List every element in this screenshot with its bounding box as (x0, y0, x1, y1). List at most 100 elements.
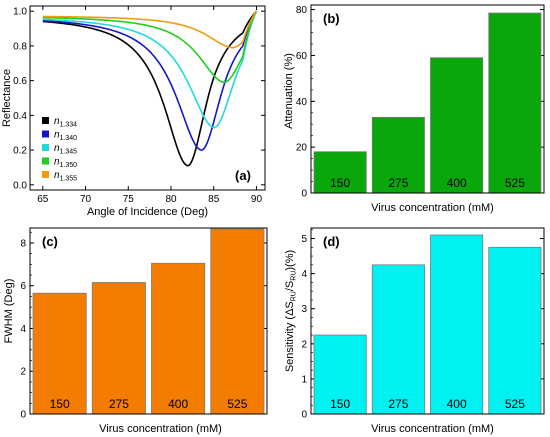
d-ytick-label: 1 (301, 374, 307, 385)
d-ytick-label: 4 (301, 269, 307, 280)
d-y-axis-label-sub: RU (291, 291, 298, 301)
reflectance-curve (42, 10, 258, 129)
b-bar-label: 525 (505, 176, 525, 190)
a-panel-tag: (a) (235, 168, 251, 183)
c-ytick-label: 0 (20, 410, 26, 421)
a-legend-subscript: 1.340 (60, 135, 78, 142)
a-x-axis-label: Angle of Incidence (Deg) (87, 206, 208, 218)
a-legend-symbol: n (54, 116, 60, 127)
a-legend-symbol: n (54, 130, 60, 141)
b-bar-label: 400 (447, 176, 467, 190)
d-bar-label: 150 (330, 397, 350, 411)
a-legend-entry: n1.350 (54, 157, 77, 170)
d-ytick-label: 0 (301, 410, 307, 421)
d-bar-label: 400 (447, 397, 467, 411)
a-xtick-label: 80 (165, 194, 177, 205)
a-legend-entry: n1.340 (54, 130, 77, 143)
b-bar (371, 116, 425, 194)
a-legend-entry: n1.345 (54, 143, 77, 156)
d-ytick-label: 3 (301, 304, 307, 315)
a-xtick-label: 75 (123, 194, 135, 205)
b-bar-label: 150 (330, 176, 350, 190)
c-bar (91, 282, 146, 415)
a-legend-subscript: 1.355 (60, 176, 78, 183)
b-bar (430, 57, 484, 194)
a-xtick-label: 90 (251, 194, 263, 205)
d-y-axis-label: Sensitivity (ΔSRU/SRU)(%) (284, 250, 298, 372)
reflectance-curve (42, 10, 258, 84)
d-y-axis-label-sub2: RU (291, 271, 298, 281)
c-bar-label: 525 (227, 397, 247, 411)
d-y-axis-label-main: Sensitivity (ΔS (284, 301, 296, 372)
d-x-axis-label: Virus concentration (mM) (371, 423, 494, 435)
a-ytick-label: 0.4 (13, 111, 27, 122)
a-legend-symbol: n (54, 143, 60, 154)
a-legend-subscript: 1.345 (60, 149, 78, 156)
c-ytick-label: 6 (20, 281, 26, 292)
a-plot-frame (29, 5, 266, 191)
c-ytick-label: 2 (20, 367, 26, 378)
a-legend-entry: n1.355 (54, 170, 77, 183)
b-ytick-label: 0 (301, 189, 307, 200)
attenuation-chart: 0 20 40 60 80 150 275 400 525 Virus concentration… (283, 4, 545, 214)
d-ytick-label: 2 (301, 339, 307, 350)
b-plot-frame (310, 4, 545, 194)
c-plot-frame (29, 227, 268, 415)
d-y-axis-label-slash: /S (284, 281, 296, 291)
a-ytick-label: 0.2 (13, 146, 27, 157)
reflectance-curve (42, 10, 258, 167)
reflectance-curve (42, 10, 258, 151)
d-bar-label: 275 (388, 397, 408, 411)
b-ytick-label: 40 (296, 97, 308, 108)
b-ytick-label: 20 (296, 143, 308, 154)
d-bar-label: 525 (505, 397, 525, 411)
a-y-axis-label: Reflectance (1, 69, 13, 127)
c-bar-label: 400 (168, 397, 188, 411)
c-y-axis-label: FWHM (Deg) (3, 279, 15, 344)
b-ytick-label: 60 (296, 51, 308, 62)
c-bar (210, 228, 265, 415)
d-bar (488, 246, 542, 415)
a-ytick-label: 0.8 (13, 41, 27, 52)
c-bar-label: 150 (50, 397, 70, 411)
b-ytick-label: 80 (296, 5, 308, 16)
a-legend-symbol: n (54, 170, 60, 181)
c-bar-label: 275 (109, 397, 129, 411)
sensitivity-chart: 0 1 2 3 4 5 150 275 400 525 Virus concentration (m… (284, 227, 545, 435)
c-x-axis-label: Virus concentration (mM) (99, 423, 222, 435)
d-bar (430, 234, 484, 415)
c-ytick-label: 8 (20, 238, 26, 249)
a-legend-swatch (42, 130, 49, 138)
a-legend-swatch (42, 171, 49, 178)
b-panel-tag: (b) (323, 11, 340, 26)
d-panel-tag: (d) (323, 234, 340, 249)
b-bar-label: 275 (388, 176, 408, 190)
fwhm-chart: 0 2 4 6 8 150 275 400 525 Virus concentration (mM… (3, 227, 268, 435)
reflectance-chart: 65 70 75 80 85 90 0.0 0.2 0.4 0.6 0.8 1.0 Angle of I… (1, 5, 266, 218)
b-x-axis-label: Virus concentration (mM) (371, 202, 494, 214)
a-legend-swatch (42, 157, 49, 165)
a-legend-entry: n1.334 (54, 116, 77, 129)
a-legend-subscript: 1.350 (60, 162, 78, 169)
a-ytick-label: 1.0 (13, 7, 27, 18)
c-ytick-label: 4 (20, 324, 26, 335)
reflectance-curve (42, 10, 258, 49)
a-xtick-label: 65 (37, 194, 49, 205)
a-ytick-label: 0.6 (13, 76, 27, 87)
a-legend-swatch (42, 117, 49, 124)
d-ytick-label: 5 (301, 234, 307, 245)
a-ytick-label: 0.0 (13, 180, 27, 191)
a-legend-swatch (42, 144, 49, 151)
c-bar (151, 262, 206, 415)
b-bar (313, 151, 367, 194)
a-legend-subscript: 1.334 (60, 122, 78, 129)
d-plot-frame (310, 227, 545, 415)
c-panel-tag: (c) (42, 234, 58, 249)
a-xtick-label: 70 (80, 194, 92, 205)
c-bar (32, 292, 87, 415)
a-legend-symbol: n (54, 157, 60, 168)
b-bar (488, 12, 542, 194)
d-y-axis-label-rest: )(%) (284, 250, 296, 271)
d-bar (371, 264, 425, 415)
